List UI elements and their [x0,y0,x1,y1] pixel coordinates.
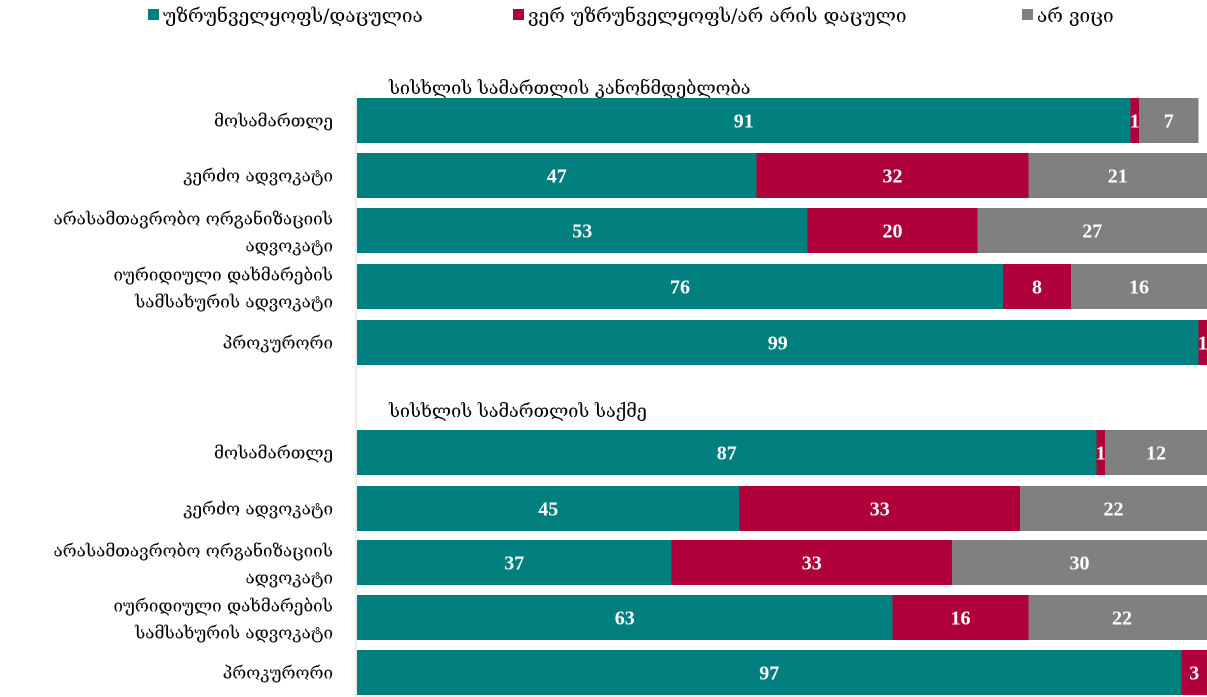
bar-segment-1 [357,650,1182,695]
bar-segment-2 [807,208,978,253]
category-label: კერძო ადვოკატი [183,167,333,187]
legend-swatch-1 [148,9,159,20]
data-label: 22 [1104,499,1124,521]
category-label: სამსახურის ადვოკატი [134,293,333,313]
bar-segment-1 [357,98,1131,143]
bar-segment-3 [952,540,1207,585]
category-label: მოსამართლე [214,112,333,132]
legend-label-3: არ ვიცი [1037,5,1114,27]
data-label: 53 [572,221,592,243]
bar-segment-2 [739,486,1020,531]
legend-swatch-3 [1022,9,1033,20]
data-label: 37 [504,553,524,575]
group-title: სისხლის სამართლის კანონმდებლობა [388,77,751,99]
category-label: პროკურორი [223,664,333,684]
bar-segment-1 [357,595,893,640]
data-label: 22 [1112,608,1132,630]
bar-segment-1 [357,540,672,585]
bar-segment-2 [1003,264,1071,309]
category-label: არასამთავრობო ორგანიზაციის [53,542,333,562]
data-label: 97 [759,663,779,685]
category-label: ადვოკატი [245,569,333,589]
group-title: სისხლის სამართლის საქმე [388,401,647,422]
bar-group-2: სისხლის სამართლის საქმე მოსამართლე 87 1 12 კე… [53,401,1207,695]
data-label: 8 [1032,277,1042,299]
bar-segment-3 [977,208,1207,253]
bar-segment-3 [1071,264,1207,309]
bar-segment-3 [1139,98,1199,143]
data-label: 30 [1070,553,1090,575]
legend-label-1: უზრუნველყოფს/დაცულია [163,5,423,27]
bar-segment-2 [1198,320,1207,365]
category-label: კერძო ადვოკატი [183,500,333,520]
data-label: 21 [1108,166,1128,188]
bar-segment-1 [357,208,808,253]
category-label: იურიდიული დახმარების [114,597,333,617]
category-label: მოსამართლე [214,444,333,464]
data-label: 27 [1082,221,1102,243]
data-label: 76 [670,277,690,299]
legend-swatch-2 [513,9,524,20]
data-label: 1 [1198,333,1207,355]
bar-segment-2 [1181,650,1207,695]
legend: უზრუნველყოფს/დაცულია ვერ უზრუნველყოფს/არ … [148,5,1114,27]
bar-segment-2 [1096,430,1105,475]
data-label: 7 [1164,111,1174,133]
data-label: 33 [802,553,822,575]
chart-groups: სისხლის სამართლის კანონმდებლობა მოსამართლ… [53,77,1207,695]
data-label: 16 [951,608,971,630]
data-label: 1 [1096,443,1106,465]
category-label: არასამთავრობო ორგანიზაციის [53,210,333,230]
bar-segment-1 [357,320,1199,365]
bar-segment-1 [357,264,1003,309]
bar-segment-3 [1105,430,1207,475]
category-label: ადვოკატი [245,237,333,257]
data-label: 3 [1189,663,1199,685]
data-label: 1 [1130,111,1140,133]
data-label: 20 [883,221,903,243]
data-label: 91 [734,111,754,133]
category-label: პროკურორი [223,334,333,354]
category-label: იურიდიული დახმარების [114,266,333,286]
data-label: 99 [768,333,788,355]
data-label: 33 [870,499,890,521]
bar-segment-2 [671,540,952,585]
bar-segment-2 [892,595,1029,640]
bar-segment-1 [357,430,1097,475]
bar-segment-3 [1028,153,1207,198]
bar-segment-2 [756,153,1029,198]
data-label: 87 [717,443,737,465]
data-label: 12 [1146,443,1166,465]
bar-segment-1 [357,153,757,198]
category-label: სამსახურის ადვოკატი [134,624,333,644]
bar-group-1: სისხლის სამართლის კანონმდებლობა მოსამართლ… [53,77,1207,365]
data-label: 16 [1129,277,1149,299]
data-label: 32 [883,166,903,188]
data-label: 47 [547,166,567,188]
bar-segment-3 [1020,486,1207,531]
data-label: 63 [615,608,635,630]
legend-label-2: ვერ უზრუნველყოფს/არ არის დაცული [528,5,907,27]
bar-segment-1 [357,486,740,531]
data-label: 45 [538,499,558,521]
bar-segment-3 [1028,595,1207,640]
bar-segment-2 [1130,98,1139,143]
